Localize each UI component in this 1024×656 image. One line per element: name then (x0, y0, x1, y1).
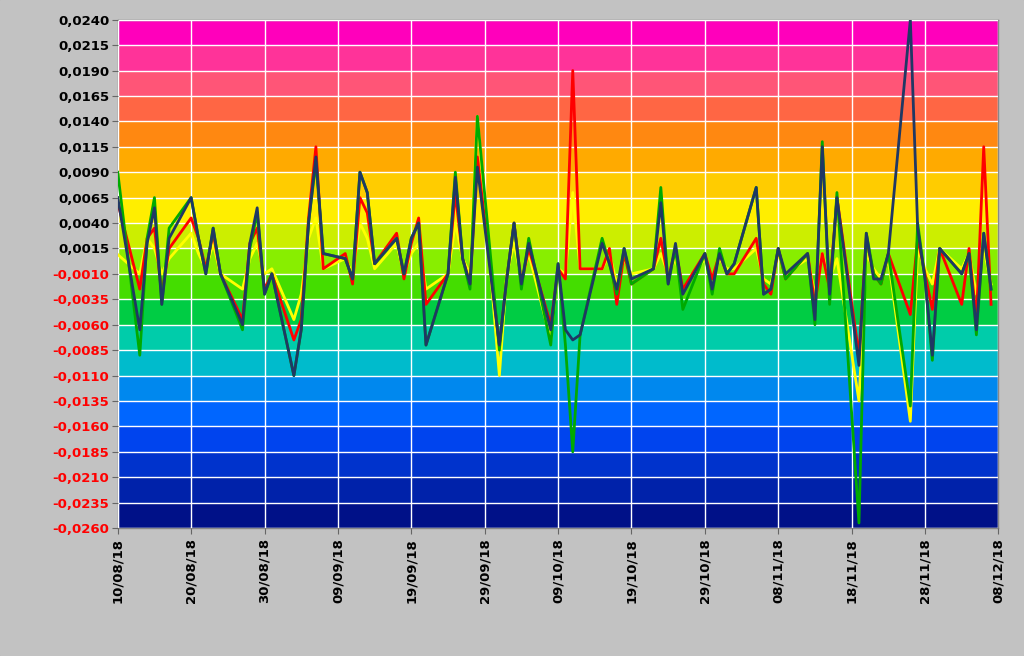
Bar (118, 71, 998, 96)
Bar (118, 401, 998, 426)
Bar (118, 502, 998, 528)
Bar (118, 375, 998, 401)
Bar (118, 121, 998, 147)
Bar (118, 325, 998, 350)
Bar (118, 350, 998, 375)
Bar (118, 249, 998, 274)
Bar (118, 20, 998, 45)
Bar (118, 45, 998, 70)
Bar (118, 172, 998, 197)
Bar (118, 426, 998, 452)
Bar (118, 197, 998, 223)
Bar (118, 477, 998, 502)
Bar (118, 147, 998, 173)
Bar (118, 299, 998, 325)
Bar (118, 96, 998, 121)
Bar (118, 223, 998, 249)
Bar (118, 274, 998, 299)
Bar (118, 452, 998, 477)
